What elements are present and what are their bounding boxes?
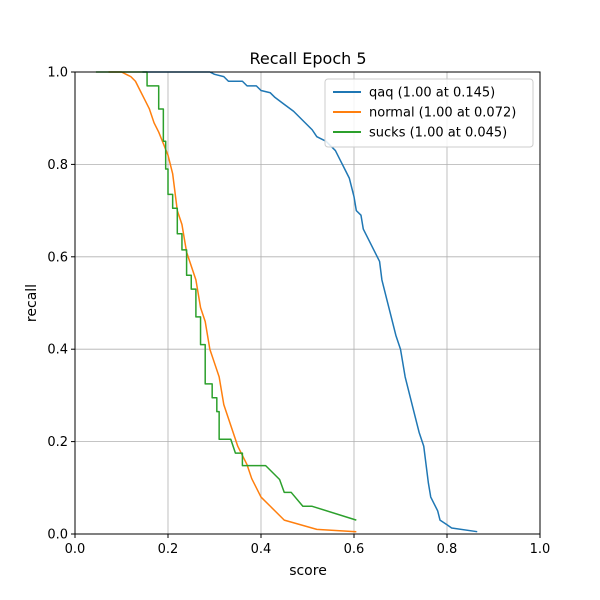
y-tick-label: 1.0 bbox=[47, 66, 68, 81]
legend: qaq (1.00 at 0.145) normal (1.00 at 0.072… bbox=[324, 78, 534, 148]
y-axis-label: recall bbox=[24, 284, 40, 322]
series-layer bbox=[95, 71, 478, 533]
grid-lines bbox=[74, 71, 541, 535]
legend-entry-2: sucks (1.00 at 0.045) bbox=[369, 126, 507, 141]
y-tick-label: 0.8 bbox=[47, 158, 68, 173]
x-tick-label: 0.8 bbox=[437, 542, 458, 557]
plot-area-frame bbox=[74, 71, 541, 535]
legend-box bbox=[324, 78, 534, 148]
x-tick-label: 0.0 bbox=[65, 542, 86, 557]
series-line-2 bbox=[95, 71, 357, 521]
x-tick-label: 0.2 bbox=[158, 542, 179, 557]
chart-title: Recall Epoch 5 bbox=[249, 49, 366, 68]
x-tick-label: 0.4 bbox=[251, 542, 272, 557]
y-tick-label: 0.4 bbox=[47, 343, 68, 358]
y-tick-label: 0.2 bbox=[47, 435, 68, 450]
legend-entry-1: normal (1.00 at 0.072) bbox=[369, 106, 516, 121]
x-tick-label: 1.0 bbox=[530, 542, 551, 557]
x-axis-label: score bbox=[289, 563, 327, 579]
x-axis-ticks: 0.0 0.2 0.4 0.6 0.8 1.0 bbox=[65, 534, 551, 557]
x-tick-label: 0.6 bbox=[344, 542, 365, 557]
y-axis-ticks: 0.0 0.2 0.4 0.6 0.8 1.0 bbox=[47, 66, 75, 543]
y-tick-label: 0.6 bbox=[47, 250, 68, 265]
y-tick-label: 0.0 bbox=[47, 528, 68, 543]
legend-entry-0: qaq (1.00 at 0.145) bbox=[369, 86, 495, 101]
series-line-1 bbox=[108, 71, 357, 533]
series-line-0 bbox=[142, 71, 478, 533]
